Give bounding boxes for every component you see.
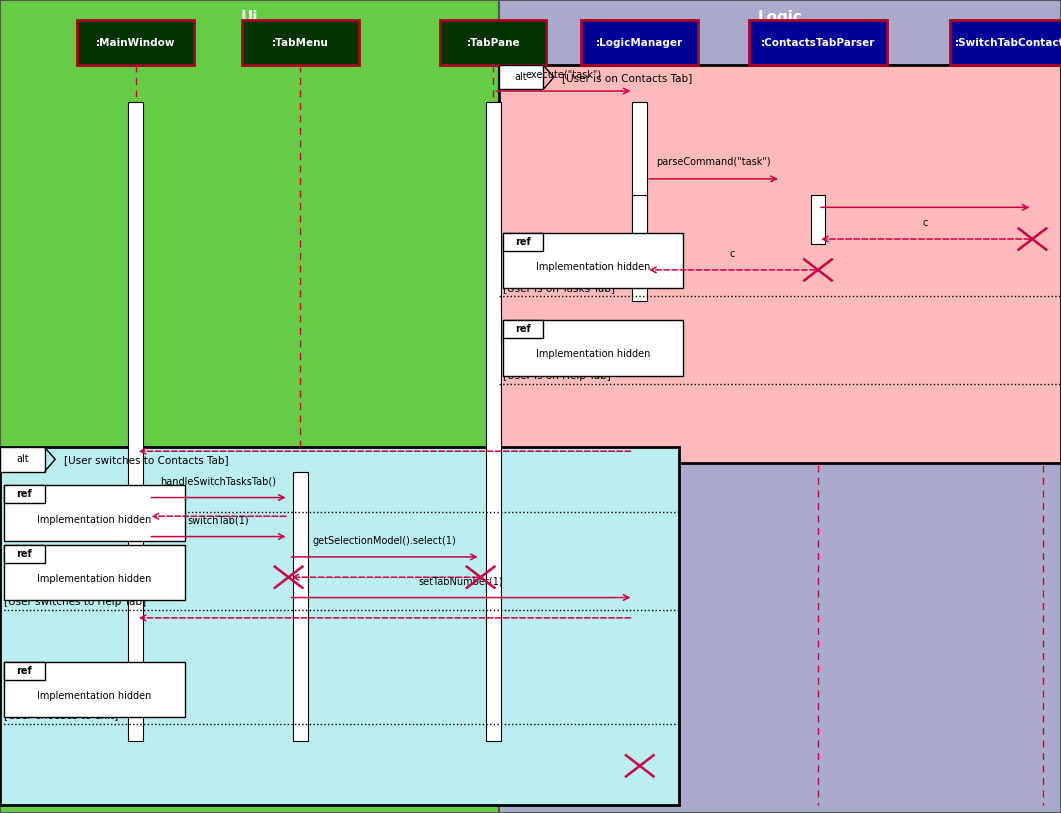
Bar [4,545,45,563]
Text: ref: ref [17,489,32,499]
Bar [77,20,194,65]
Text: alt: alt [515,72,527,82]
Text: [User switches to Contacts Tab]: [User switches to Contacts Tab] [64,455,228,465]
Text: ref: ref [516,324,530,334]
Bar [811,195,825,244]
Text: execute("task"): execute("task") [525,70,602,80]
Bar [950,20,1061,65]
Bar [749,20,887,65]
Bar [0,447,45,472]
Text: [User switches to Tasks tab]: [User switches to Tasks tab] [4,499,151,509]
Text: [User is on Help Tab]: [User is on Help Tab] [503,371,611,380]
Text: [User is on Tasks Tab]: [User is on Tasks Tab] [503,283,615,293]
Bar [499,0,1061,813]
Bar [4,485,45,503]
Text: [User is on Contacts Tab]: [User is on Contacts Tab] [562,73,693,83]
Bar [4,662,45,680]
Text: Implementation hidden: Implementation hidden [37,574,152,584]
Bar [503,320,683,376]
Bar [293,472,308,741]
Text: ref: ref [17,549,32,559]
Text: :ContactsTabParser: :ContactsTabParser [761,37,875,48]
Bar [632,195,647,244]
Text: :MainWindow: :MainWindow [97,37,175,48]
Text: alt: alt [16,454,29,464]
Text: handleSwitchTasksTab(): handleSwitchTasksTab() [160,476,277,486]
Bar [486,102,501,741]
Text: switchTab(1): switchTab(1) [188,515,249,525]
Text: Logic: Logic [758,11,802,25]
Text: parseCommand("task"): parseCommand("task") [656,158,771,167]
Text: Implementation hidden: Implementation hidden [37,515,152,524]
Text: ref: ref [516,237,530,246]
Bar [581,20,698,65]
Text: getSelectionModel().select(1): getSelectionModel().select(1) [313,536,456,546]
Text: [User switches to Help Tab]: [User switches to Help Tab] [4,597,146,606]
Bar [242,20,359,65]
Text: Ui: Ui [241,11,258,25]
Text: :LogicManager: :LogicManager [596,37,683,48]
Bar [440,20,546,65]
Text: :SwitchTabContactsCommand: :SwitchTabContactsCommand [955,37,1061,48]
Text: Implementation hidden: Implementation hidden [536,350,650,359]
Bar [499,65,543,89]
Bar [4,662,185,717]
Bar [128,102,143,741]
Text: c: c [729,249,735,259]
Bar [503,233,683,288]
Text: [User chooses to exit]: [User chooses to exit] [4,711,119,720]
Text: Implementation hidden: Implementation hidden [37,691,152,701]
Text: c: c [922,218,928,228]
Bar [4,545,185,600]
Text: setTabNumber(1): setTabNumber(1) [419,576,503,586]
Bar [4,485,185,541]
Text: :TabPane: :TabPane [467,37,520,48]
Bar [0,447,679,805]
Bar [503,320,543,338]
Bar [0,0,499,813]
Bar [632,102,647,301]
Text: :TabMenu: :TabMenu [272,37,329,48]
Bar [499,65,1061,463]
Text: Implementation hidden: Implementation hidden [536,262,650,272]
Bar [503,233,543,250]
Text: ref: ref [17,666,32,676]
